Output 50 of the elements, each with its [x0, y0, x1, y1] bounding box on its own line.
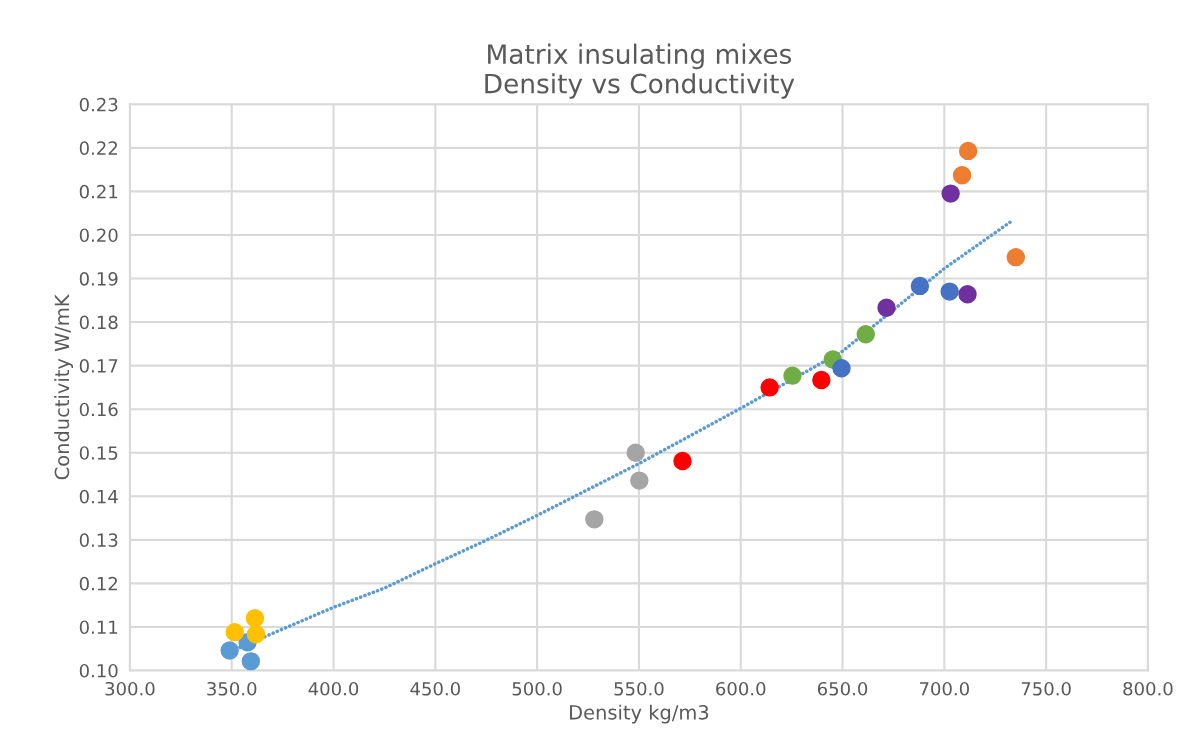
- point: [220, 641, 239, 660]
- point: [630, 471, 649, 490]
- y-tick-label: 0.20: [79, 228, 118, 243]
- point: [673, 451, 692, 471]
- point: [958, 284, 977, 304]
- point: [585, 510, 604, 529]
- point: [783, 366, 802, 385]
- y-tick-label: 0.18: [79, 315, 118, 330]
- point: [958, 141, 978, 161]
- x-tick-label: 300.0: [105, 681, 155, 696]
- point: [941, 184, 960, 203]
- x-tick-label: 400.0: [308, 681, 359, 696]
- x-tick-label: 500.0: [512, 681, 562, 696]
- point: [241, 652, 261, 671]
- y-tick-label: 0.11: [79, 620, 118, 635]
- y-tick-label: 0.14: [79, 489, 118, 504]
- y-tick-label: 0.15: [79, 446, 118, 460]
- point: [952, 166, 972, 185]
- chart-title: Matrix insulating mixes Density vs Conductivity: [485, 43, 795, 99]
- x-tick-label: 450.0: [410, 681, 460, 696]
- point: [856, 325, 875, 344]
- x-tick-label: 750.0: [1021, 681, 1071, 696]
- y-axis-title: Conductivity W/mK: [54, 294, 74, 480]
- x-tick-label: 700.0: [919, 681, 969, 696]
- x-tick-label: 550.0: [614, 681, 664, 696]
- y-tick-label: 0.17: [79, 359, 118, 373]
- y-tick-label: 0.10: [79, 663, 118, 678]
- point: [245, 609, 265, 628]
- point: [760, 378, 779, 397]
- y-tick-label: 0.21: [79, 184, 118, 199]
- y-tick-label: 0.22: [79, 141, 117, 155]
- point: [910, 276, 930, 296]
- x-tick-label: 600.0: [716, 681, 766, 696]
- y-tick-label: 0.16: [79, 402, 118, 417]
- point: [940, 282, 959, 301]
- point: [225, 622, 244, 642]
- x-tick-label: 350.0: [207, 681, 257, 696]
- point: [832, 359, 851, 378]
- y-tick-label: 0.12: [79, 576, 117, 591]
- point: [626, 443, 645, 462]
- x-tick-label: 800.0: [1123, 681, 1173, 696]
- y-tick-label: 0.23: [79, 97, 118, 112]
- point: [1006, 247, 1025, 267]
- y-tick-label: 0.19: [79, 271, 118, 286]
- point: [812, 370, 831, 390]
- point: [877, 298, 896, 317]
- x-tick-label: 650.0: [817, 681, 868, 696]
- point: [246, 625, 266, 644]
- x-axis-title: Density kg/m3: [570, 704, 709, 724]
- y-tick-label: 0.13: [79, 533, 118, 547]
